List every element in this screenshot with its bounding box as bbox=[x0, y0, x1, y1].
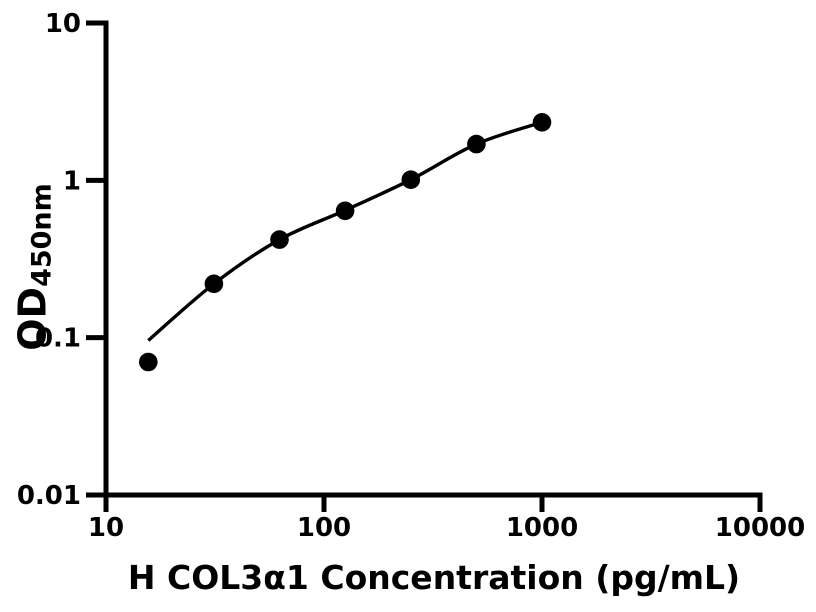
data-point bbox=[204, 274, 224, 294]
y-axis-label: OD450nm bbox=[11, 183, 58, 351]
fit-curve-layer bbox=[147, 120, 543, 342]
axis-spines bbox=[103, 20, 763, 498]
y-tick-label: 1 bbox=[63, 166, 81, 196]
fit-curve bbox=[147, 120, 543, 342]
data-point bbox=[139, 352, 158, 372]
axis-ticks bbox=[86, 20, 763, 512]
x-tick-label: 10000 bbox=[715, 513, 805, 543]
x-axis-title: H COL3α1 Concentration (pg/mL) bbox=[127, 558, 741, 597]
x-tick-label: 1000 bbox=[506, 513, 578, 543]
data-point bbox=[532, 113, 552, 132]
data-points-layer bbox=[139, 113, 552, 372]
x-tick-label: 100 bbox=[297, 513, 351, 543]
data-point bbox=[335, 201, 355, 221]
data-point bbox=[401, 170, 421, 189]
y-tick-label: 0.01 bbox=[17, 481, 81, 511]
axis-tick-labels: 0.01 0.1 1 10 10 100 1000 10000 bbox=[17, 9, 805, 543]
y-axis-label-main: OD bbox=[10, 286, 55, 351]
y-tick-label: 0.1 bbox=[35, 324, 81, 354]
y-axis-label-subscript: 450nm bbox=[26, 183, 58, 287]
x-tick-label: 10 bbox=[88, 513, 124, 543]
data-point bbox=[467, 134, 486, 154]
data-point bbox=[270, 230, 289, 249]
y-tick-label: 10 bbox=[45, 9, 81, 39]
